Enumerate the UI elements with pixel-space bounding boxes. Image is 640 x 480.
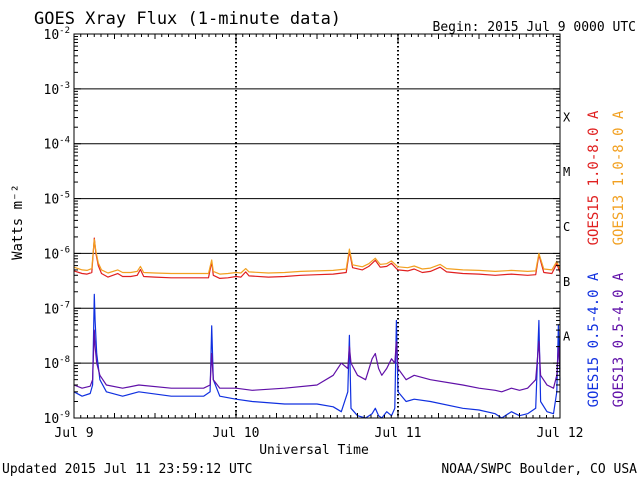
legend-entry-3: GOES15 0.5-4.0 A bbox=[586, 272, 602, 407]
series-line-2 bbox=[73, 238, 561, 275]
x-axis-label: Universal Time bbox=[259, 443, 369, 458]
y-tick-label: 10-2 bbox=[44, 26, 71, 43]
x-tick-label: Jul 10 bbox=[213, 426, 260, 441]
flare-class-label: B bbox=[563, 275, 570, 289]
flare-class-label: M bbox=[563, 165, 570, 179]
legend: GOES15 1.0-8.0 A GOES13 1.0-8.0 A GOES15 0… bbox=[586, 110, 627, 407]
y-tick-label: 10-7 bbox=[44, 300, 71, 317]
y-tick-label: 10-4 bbox=[44, 136, 71, 153]
y-axis-label: Watts m⁻² bbox=[10, 184, 26, 260]
x-tick-label: Jul 12 bbox=[537, 426, 584, 441]
plot-frame bbox=[73, 33, 561, 419]
flare-class-label: C bbox=[563, 220, 570, 234]
y-tick-label: 10-8 bbox=[44, 355, 71, 372]
flare-class-label: A bbox=[563, 330, 571, 344]
series-line-1 bbox=[73, 237, 561, 279]
footer-credit: NOAA/SWPC Boulder, CO USA bbox=[441, 462, 637, 477]
begin-label: Begin: 2015 Jul 9 0000 UTC bbox=[433, 20, 637, 35]
series-line-4 bbox=[73, 329, 561, 393]
plot-area: 10-9 10-8 10-7 10-6 10-5 10-4 10-3 10-2 Jul 9 Jul… bbox=[44, 26, 584, 441]
flare-class-label: X bbox=[563, 110, 571, 124]
legend-entry-4: GOES13 0.5-4.0 A bbox=[611, 272, 627, 407]
x-tick-label: Jul 9 bbox=[54, 426, 93, 441]
series-line-3 bbox=[73, 293, 561, 419]
y-tick-label: 10-9 bbox=[44, 410, 71, 427]
y-tick-label: 10-5 bbox=[44, 191, 71, 208]
legend-entry-2: GOES13 1.0-8.0 A bbox=[611, 110, 627, 245]
y-tick-label: 10-6 bbox=[44, 245, 71, 262]
x-tick-label: Jul 11 bbox=[375, 426, 422, 441]
footer-updated: Updated 2015 Jul 11 23:59:12 UTC bbox=[2, 462, 252, 477]
legend-entry-1: GOES15 1.0-8.0 A bbox=[586, 110, 602, 245]
chart-title: GOES Xray Flux (1-minute data) bbox=[34, 9, 341, 29]
y-tick-label: 10-3 bbox=[44, 81, 71, 98]
